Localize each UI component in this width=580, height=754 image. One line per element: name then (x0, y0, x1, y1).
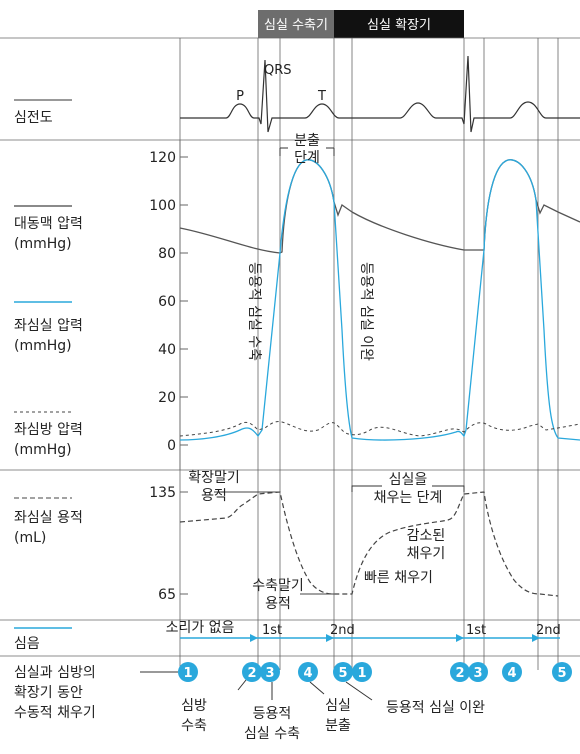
heart-sound-label: 심음 (14, 636, 40, 652)
systole-label: 심실 수축기 (264, 18, 328, 33)
pressure-tick-120: 120 (149, 150, 176, 166)
silent-label: 소리가 없음 (166, 620, 235, 636)
pressure-tick-20: 20 (158, 390, 176, 406)
marker-1b (352, 662, 372, 682)
edv-label-1: 확장말기 (188, 470, 240, 486)
atrial-contraction-label-2: 수축 (181, 718, 207, 734)
diastole-bar (334, 10, 464, 38)
marker-1b-label: 1 (357, 666, 366, 681)
passive-filling-label-3: 수동적 채우기 (14, 705, 96, 721)
marker-4b (502, 662, 522, 682)
volume-tick-65: 65 (158, 587, 176, 603)
pressure-ticks (180, 156, 188, 446)
marker-5b (552, 662, 572, 682)
la-label: 좌심방 압력 (14, 422, 83, 438)
iso-relaxation-bottom: 등용적 심실 이완 (386, 700, 485, 716)
marker-4a-label: 4 (303, 666, 312, 681)
lv-unit: (mmHg) (14, 338, 72, 354)
la-unit: (mmHg) (14, 442, 72, 458)
marker-1a (178, 662, 198, 682)
heart-sound-arrowheads (250, 634, 540, 642)
volume-label: 좌심실 용적 (14, 510, 83, 526)
iso-contraction-bottom-1: 등용적 (253, 706, 292, 722)
aortic-label: 대동맥 압력 (14, 216, 83, 232)
marker-4b-label: 4 (507, 666, 516, 681)
volume-tick-135: 135 (149, 485, 176, 501)
aortic-unit: (mmHg) (14, 236, 72, 252)
pressure-tick-40: 40 (158, 342, 176, 358)
rapid-filling-label: 빠른 채우기 (364, 570, 433, 586)
pressure-tick-100: 100 (149, 198, 176, 214)
ecg-qrs-wave: QRS (264, 63, 292, 78)
marker-2b (450, 662, 470, 682)
aortic-pressure-curve (179, 159, 580, 254)
la-pressure-curve (179, 421, 580, 437)
marker-5a (333, 662, 353, 682)
volume-unit: (mL) (14, 530, 46, 546)
iso-contraction-label: 등용적 심실 수축 (246, 262, 262, 361)
lv-label: 좌심실 압력 (14, 318, 83, 334)
ecg-p-wave: P (236, 89, 244, 104)
marker-2a (242, 662, 262, 682)
s1-label-2: 1st (466, 623, 486, 638)
passive-filling-label-2: 확장기 동안 (14, 685, 83, 701)
esv-label-1: 수축말기 (252, 578, 304, 594)
lv-volume-curve (179, 491, 559, 597)
diastole-label: 심실 확장기 (367, 18, 431, 33)
ecg-label: 심전도 (14, 110, 53, 126)
marker-4a (298, 662, 318, 682)
marker-2b-label: 2 (455, 666, 464, 681)
phase-markers: 1 2 3 4 5 1 2 3 4 5 (178, 662, 572, 682)
section-dividers (0, 37, 580, 657)
pressure-tick-80: 80 (158, 246, 176, 262)
lv-pressure-curve (179, 159, 580, 441)
ejection-bottom-2: 분출 (325, 718, 351, 734)
ejection-bottom-1: 심실 (325, 698, 351, 714)
reduced-filling-label-2: 채우기 (407, 546, 446, 562)
filling-bracket (351, 485, 465, 492)
ejection-label-2: 단계 (294, 150, 320, 166)
marker-3a (260, 662, 280, 682)
passive-filling-label-1: 심실과 심방의 (14, 665, 96, 681)
reduced-filling-label-1: 감소된 (407, 528, 446, 544)
ejection-bracket (279, 147, 335, 156)
s1-label-1: 1st (262, 623, 282, 638)
iso-relaxation-label: 등용적 심실 이완 (358, 262, 374, 361)
systole-bar (258, 10, 334, 38)
ejection-label-1: 분출 (294, 133, 320, 149)
marker-5b-label: 5 (557, 666, 566, 681)
leader-lines (140, 671, 373, 701)
s2-label-1: 2nd (330, 623, 355, 638)
ecg-t-wave: T (317, 89, 326, 104)
filling-label-2: 채우는 단계 (374, 490, 443, 506)
volume-ticks (180, 491, 188, 595)
marker-1a-label: 1 (183, 666, 192, 681)
ecg-trace (180, 55, 580, 133)
marker-3b (468, 662, 488, 682)
esv-label-2: 용적 (265, 596, 291, 612)
marker-2a-label: 2 (247, 666, 256, 681)
edv-label-2: 용적 (201, 488, 227, 504)
pressure-tick-0: 0 (167, 438, 176, 454)
marker-5a-label: 5 (338, 666, 347, 681)
marker-3a-label: 3 (265, 666, 274, 681)
atrial-contraction-label-1: 심방 (181, 698, 207, 714)
s2-label-2: 2nd (536, 623, 561, 638)
marker-3b-label: 3 (473, 666, 482, 681)
iso-contraction-bottom-2: 심실 수축 (244, 726, 300, 742)
filling-label-1: 심실을 (389, 472, 428, 488)
pressure-tick-60: 60 (158, 294, 176, 310)
